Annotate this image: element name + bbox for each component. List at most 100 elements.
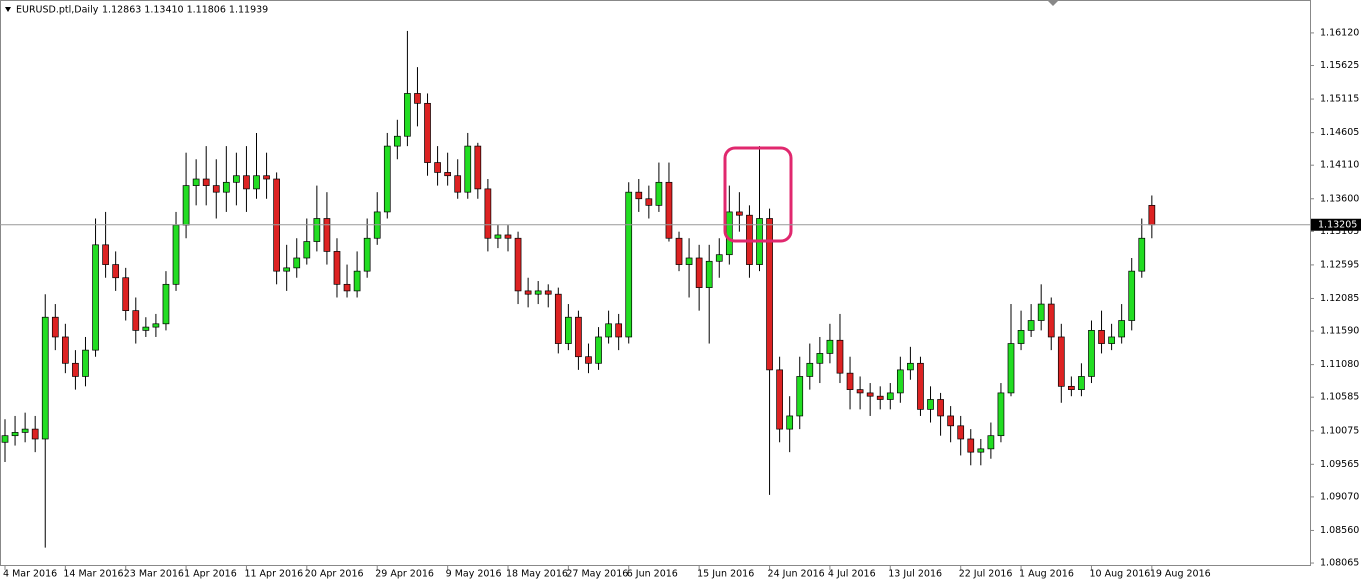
x-tick-label: 4 Mar 2016	[3, 569, 57, 580]
candle-body	[866, 392, 874, 397]
candle-body	[695, 257, 703, 288]
candle-body	[132, 310, 140, 331]
candle-body	[353, 270, 361, 292]
candle-body	[937, 399, 944, 417]
y-tick-label: 1.12595	[1320, 259, 1359, 270]
candle-body	[243, 175, 250, 190]
candle-body	[554, 293, 562, 344]
candle-body	[625, 191, 633, 338]
candle-body	[1128, 270, 1136, 321]
candle-body	[494, 234, 502, 239]
candle-body	[1007, 343, 1015, 394]
candle-body	[967, 438, 975, 453]
x-tick-label: 15 Jun 2016	[697, 569, 754, 580]
x-tick-label: 22 Jul 2016	[959, 569, 1013, 580]
candle-body	[172, 224, 180, 285]
candle-body	[474, 145, 482, 190]
candle-body	[72, 362, 79, 377]
candle-body	[806, 362, 814, 377]
candle-body	[1068, 385, 1075, 390]
candle-body	[655, 181, 663, 206]
candle-body	[363, 237, 371, 272]
candle-body	[766, 218, 773, 371]
candle-body	[112, 264, 120, 279]
candle-body	[685, 257, 693, 265]
candle-body	[1057, 336, 1065, 387]
candle-body	[987, 435, 995, 450]
x-tick-label: 19 Aug 2016	[1150, 569, 1211, 580]
y-tick-label: 1.13600	[1320, 193, 1359, 204]
candle-body	[212, 185, 220, 193]
candle-body	[182, 185, 190, 226]
candle-body	[31, 428, 39, 440]
candle-body	[21, 428, 29, 433]
candle-body	[886, 392, 894, 400]
candle-body	[846, 372, 854, 390]
highlight-box	[723, 146, 793, 243]
candle-body	[786, 415, 794, 430]
x-tick-label: 18 May 2016	[506, 569, 568, 580]
candle-body	[1108, 336, 1115, 344]
candle-body	[1078, 376, 1085, 390]
candle-body	[1148, 204, 1156, 226]
candle-body	[635, 191, 643, 200]
x-tick-label: 29 Apr 2016	[375, 569, 434, 580]
candle-body	[233, 175, 240, 183]
candle-body	[293, 257, 301, 269]
candle-body	[514, 237, 522, 292]
candle-body	[41, 316, 49, 440]
menu-arrow[interactable]	[5, 7, 11, 12]
candle-body	[222, 181, 230, 193]
candle-body	[424, 102, 431, 163]
x-tick-label: 1 Aug 2016	[1019, 569, 1074, 580]
candle-body	[1, 435, 9, 443]
candle-body	[303, 241, 311, 259]
candle-body	[605, 323, 612, 338]
candle-body	[62, 336, 69, 364]
shift-marker	[1048, 1, 1058, 6]
candle-body	[434, 162, 441, 173]
candle-body	[715, 254, 723, 262]
x-tick-label: 10 Aug 2016	[1089, 569, 1150, 580]
y-tick-label: 1.12085	[1320, 293, 1359, 304]
candle-body	[1088, 330, 1095, 377]
y-tick-label: 1.11590	[1320, 326, 1359, 337]
candle-body	[565, 316, 572, 344]
candle-body	[464, 145, 472, 193]
candle-body	[1027, 320, 1035, 331]
chart-title: EURUSD.ptl,Daily	[16, 5, 99, 16]
candle-body	[383, 145, 391, 213]
x-tick-label: 14 Mar 2016	[63, 569, 123, 580]
candle-body	[11, 432, 19, 437]
y-tick-label: 1.11080	[1320, 359, 1359, 370]
ohlc-header: 1.12863 1.13410 1.11806 1.11939	[102, 5, 268, 16]
y-tick-label: 1.10075	[1320, 425, 1359, 436]
candle-body	[333, 251, 341, 285]
candle-body	[615, 323, 623, 338]
candle-body	[1037, 303, 1045, 321]
y-tick-label: 1.13105	[1320, 226, 1359, 237]
candle-body	[1047, 303, 1055, 338]
candle-body	[907, 362, 914, 371]
candle-body	[1138, 237, 1146, 272]
candle-body	[414, 93, 421, 104]
x-tick-label: 13 Jul 2016	[888, 569, 942, 580]
y-tick-label: 1.10585	[1320, 392, 1359, 403]
x-tick-label: 24 Jun 2016	[768, 569, 825, 580]
candle-body	[876, 395, 884, 400]
candle-body	[534, 290, 542, 295]
candle-body	[927, 399, 934, 410]
candle-body	[202, 178, 210, 186]
candle-body	[313, 218, 321, 242]
candle-body	[263, 175, 270, 180]
x-tick-label: 20 Apr 2016	[305, 569, 364, 580]
candle-body	[645, 198, 653, 206]
candle-body	[917, 362, 924, 410]
candle-body	[725, 211, 733, 256]
candle-body	[1118, 320, 1126, 338]
candle-body	[595, 336, 602, 364]
candle-body	[253, 175, 260, 190]
candle-body	[524, 290, 532, 295]
candles	[1, 30, 1156, 548]
price-label: 1.13205	[1318, 219, 1357, 230]
